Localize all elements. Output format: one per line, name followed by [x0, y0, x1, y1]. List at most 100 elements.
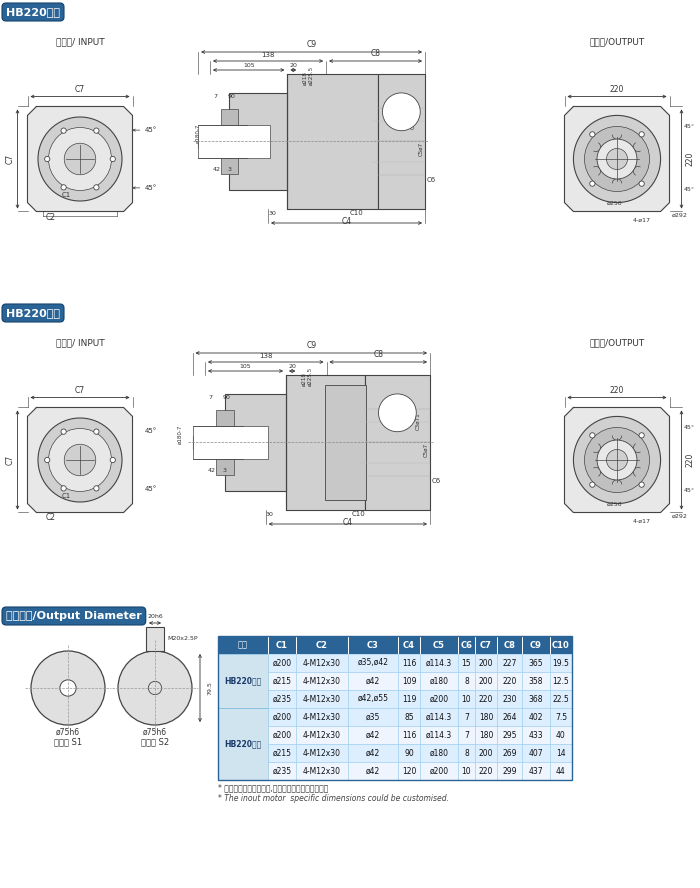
Text: 4-ø17: 4-ø17 [633, 218, 651, 223]
Circle shape [584, 126, 650, 192]
Text: ø42,ø55: ø42,ø55 [358, 694, 388, 703]
Bar [497, 708, 522, 726]
Text: ø180: ø180 [430, 677, 449, 686]
Bar [458, 744, 475, 762]
Text: ø235: ø235 [272, 766, 292, 775]
Text: HB220单段: HB220单段 [6, 7, 60, 17]
Circle shape [589, 181, 595, 186]
Bar [458, 690, 475, 708]
Circle shape [379, 394, 416, 432]
Text: 45°: 45° [683, 186, 694, 192]
Text: 79.5: 79.5 [207, 681, 212, 695]
Text: C2: C2 [316, 640, 328, 649]
Text: C2: C2 [46, 212, 56, 221]
Text: ø215: ø215 [272, 749, 291, 757]
Text: 7: 7 [213, 94, 217, 99]
Text: 4-M12x30: 4-M12x30 [303, 677, 341, 686]
Text: ø225.5: ø225.5 [308, 66, 314, 85]
Text: ø200: ø200 [429, 694, 449, 703]
Circle shape [606, 148, 627, 170]
Bar [550, 708, 572, 726]
Bar [550, 726, 572, 744]
Circle shape [110, 457, 116, 463]
Bar [458, 672, 475, 690]
Text: C10: C10 [351, 511, 365, 517]
Text: 105: 105 [239, 363, 251, 369]
Bar [398, 636, 420, 654]
Text: 4-M12x30: 4-M12x30 [303, 694, 341, 703]
Text: ø250: ø250 [606, 202, 622, 206]
Circle shape [38, 418, 122, 502]
Bar [398, 744, 420, 762]
Text: 220: 220 [479, 694, 493, 703]
Circle shape [118, 651, 192, 725]
Circle shape [639, 432, 644, 438]
Text: 10: 10 [462, 694, 471, 703]
Text: 437: 437 [528, 766, 543, 775]
Bar [348, 762, 398, 780]
Bar [378, 74, 425, 209]
Text: ø180-7: ø180-7 [178, 424, 183, 443]
Polygon shape [27, 107, 132, 211]
Text: ø218: ø218 [302, 71, 307, 85]
Text: C9: C9 [307, 40, 316, 49]
Text: 295: 295 [503, 731, 517, 740]
Text: HB220单段: HB220单段 [225, 677, 262, 686]
Text: 45°: 45° [683, 488, 694, 493]
Bar [398, 762, 420, 780]
Text: 44: 44 [556, 766, 566, 775]
Text: 90: 90 [228, 94, 236, 99]
Text: 299: 299 [503, 766, 517, 775]
Bar [398, 672, 420, 690]
Text: 4-M12x30: 4-M12x30 [303, 731, 341, 740]
Text: 200: 200 [479, 749, 493, 757]
Circle shape [48, 429, 111, 491]
Circle shape [94, 486, 99, 491]
Text: 输出端/OUTPUT: 输出端/OUTPUT [589, 37, 645, 46]
Text: C4: C4 [343, 518, 353, 527]
Text: 输入端/ INPUT: 输入端/ INPUT [56, 37, 104, 46]
Bar [475, 744, 497, 762]
Circle shape [606, 449, 627, 471]
Text: 输出轴径/Output Diameter: 输出轴径/Output Diameter [6, 611, 141, 621]
Text: C3ø71: C3ø71 [411, 111, 416, 129]
Bar [420, 672, 458, 690]
Text: 3: 3 [228, 167, 232, 172]
Text: 30: 30 [266, 512, 274, 517]
Bar [475, 708, 497, 726]
Circle shape [382, 93, 420, 131]
Bar [230, 93, 288, 190]
Circle shape [61, 185, 66, 190]
Circle shape [64, 444, 96, 476]
Text: ø200: ø200 [429, 766, 449, 775]
Text: 180: 180 [479, 731, 493, 740]
Circle shape [94, 185, 99, 190]
Bar [268, 690, 296, 708]
Text: C9: C9 [307, 341, 316, 350]
Text: ø215: ø215 [272, 677, 291, 686]
Bar [420, 654, 458, 672]
Circle shape [639, 131, 644, 137]
Bar [420, 762, 458, 780]
Bar [296, 654, 348, 672]
Text: 220: 220 [610, 84, 624, 93]
Text: C7: C7 [480, 640, 492, 649]
Bar [475, 636, 497, 654]
Text: ø75h6: ø75h6 [56, 728, 80, 737]
Bar [497, 636, 522, 654]
Text: 20: 20 [289, 62, 298, 67]
Polygon shape [564, 107, 669, 211]
Text: M20x2.5P: M20x2.5P [167, 637, 197, 641]
Bar [497, 762, 522, 780]
Circle shape [48, 128, 111, 191]
Text: C1: C1 [62, 493, 71, 499]
Bar [398, 708, 420, 726]
Text: 200: 200 [479, 677, 493, 686]
Text: 116: 116 [402, 731, 416, 740]
Bar [458, 726, 475, 744]
Bar [296, 690, 348, 708]
Text: ø35: ø35 [366, 712, 380, 721]
Bar [268, 708, 296, 726]
Bar [398, 654, 420, 672]
Text: 7: 7 [464, 731, 469, 740]
